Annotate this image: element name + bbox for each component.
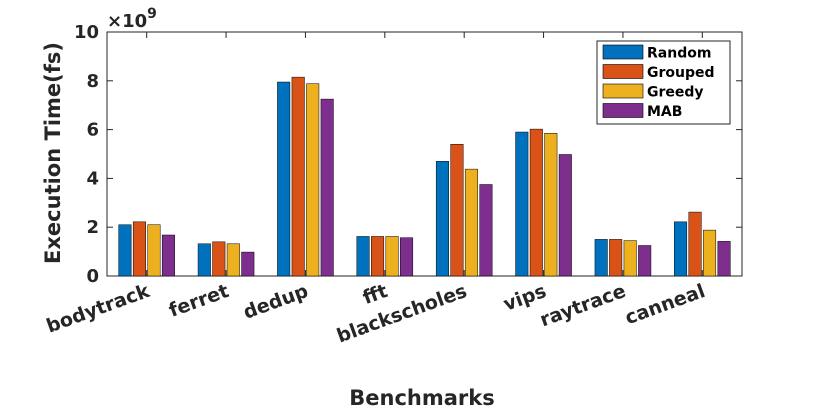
bar-greedy-dedup xyxy=(306,83,320,277)
y-tick-label: 10 xyxy=(74,22,99,43)
y-tick-label: 2 xyxy=(86,217,99,238)
bar-random-vips xyxy=(515,131,529,277)
bar-greedy-canneal xyxy=(703,229,717,277)
y-tick-label: 0 xyxy=(86,266,99,287)
legend-label-random: Random xyxy=(647,46,711,62)
bar-random-canneal xyxy=(674,221,688,277)
bar-random-bodytrack xyxy=(118,224,132,277)
x-tick-label: blackscholes xyxy=(334,280,470,347)
bar-grouped-dedup xyxy=(291,76,305,277)
legend-swatch-greedy xyxy=(602,83,644,99)
y-tick-label: 6 xyxy=(86,120,99,141)
bar-random-raytrace xyxy=(594,239,608,277)
bar-random-fft xyxy=(356,236,370,277)
legend: Random Grouped Greedy MAB xyxy=(596,40,731,125)
bar-greedy-fft xyxy=(385,236,399,277)
bar-grouped-ferret xyxy=(212,241,226,277)
plot-area xyxy=(106,31,743,277)
bar-grouped-fft xyxy=(371,236,385,277)
bar-grouped-canneal xyxy=(688,211,702,277)
plot-frame xyxy=(106,31,743,277)
x-tick-label: ferret xyxy=(166,280,232,322)
legend-swatch-random xyxy=(602,44,644,60)
bars-layer xyxy=(118,76,731,277)
y-exponent-power: 9 xyxy=(147,6,157,22)
x-axis-title: Benchmarks xyxy=(349,386,494,410)
y-tick-label: 8 xyxy=(86,71,99,92)
legend-label-grouped: Grouped xyxy=(647,65,715,81)
bar-mab-bodytrack xyxy=(161,234,175,277)
bar-mab-dedup xyxy=(320,98,334,277)
bar-grouped-raytrace xyxy=(609,239,623,277)
y-axis-title: Execution Time(fs) xyxy=(41,42,65,264)
bar-grouped-vips xyxy=(529,128,543,277)
x-tick-label: fft xyxy=(360,280,391,309)
legend-label-mab: MAB xyxy=(647,104,682,120)
bar-mab-blackscholes xyxy=(479,184,493,277)
legend-label-greedy: Greedy xyxy=(647,85,704,101)
bar-random-blackscholes xyxy=(435,161,449,277)
bar-greedy-raytrace xyxy=(623,240,637,277)
x-tick-label: raytrace xyxy=(537,280,629,331)
bar-mab-vips xyxy=(558,154,572,277)
y-axis-ticks: 0 2 4 6 8 10 xyxy=(74,22,742,287)
bar-grouped-bodytrack xyxy=(132,221,146,277)
bar-mab-ferret xyxy=(241,251,255,277)
bar-greedy-ferret xyxy=(226,243,240,277)
bar-mab-canneal xyxy=(717,241,731,277)
y-tick-label: 4 xyxy=(86,168,99,189)
bar-greedy-vips xyxy=(544,133,558,277)
y-exponent: ×109 xyxy=(107,6,157,32)
bar-random-ferret xyxy=(197,243,211,277)
x-tick-label: bodytrack xyxy=(44,280,153,338)
x-tick-label: dedup xyxy=(240,280,311,324)
legend-swatch-mab xyxy=(602,103,644,118)
bar-greedy-bodytrack xyxy=(147,224,161,277)
x-tick-label: canneal xyxy=(622,280,708,329)
bar-greedy-blackscholes xyxy=(464,168,478,277)
bar-grouped-blackscholes xyxy=(450,143,464,277)
legend-swatch-grouped xyxy=(602,64,644,79)
bar-mab-fft xyxy=(400,237,414,277)
bar-random-dedup xyxy=(277,81,291,277)
bar-mab-raytrace xyxy=(638,245,652,277)
